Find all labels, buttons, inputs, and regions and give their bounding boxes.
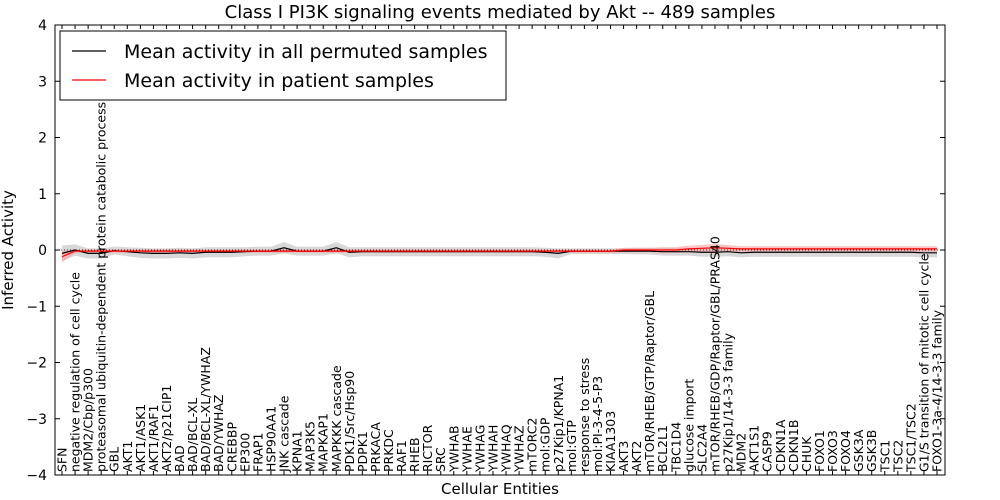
x-category-label: CDKN1B [786, 420, 801, 472]
y-tick-label: −3 [26, 412, 47, 428]
x-category-label: p27Kip1/14-3-3 family [721, 332, 736, 472]
x-category-label: CDKN1A [773, 419, 788, 472]
legend: Mean activity in all permuted samples Mea… [59, 30, 507, 101]
x-category-label: MAPKAP1 [316, 413, 331, 472]
x-category-label: PDK1/Src/Hsp90 [342, 371, 357, 472]
x-category-label: TSC1 [877, 440, 892, 473]
x-category-label: mol:PI-3-4-5-P3 [590, 376, 605, 472]
y-tick-label: 4 [38, 18, 47, 34]
y-tick-label: 3 [38, 74, 47, 90]
x-category-label: FOXO1 [812, 430, 827, 472]
x-category-label: YWHAH [485, 425, 500, 473]
x-category-label: GBL [107, 447, 122, 472]
x-category-label: AKT1 [120, 441, 135, 472]
x-category-label: RICTOR [420, 424, 435, 472]
x-category-label: YWHAZ [512, 425, 527, 473]
x-category-label: KIAA1303 [603, 411, 618, 472]
x-category-label: MDM2/Cbp/p300 [81, 368, 96, 472]
x-category-label: negative regulation of cell cycle [68, 272, 83, 472]
chart-title: Class I PI3K signaling events mediated b… [225, 2, 776, 23]
x-category-label: response to stress [577, 358, 592, 472]
x-category-label: MDM2 [734, 433, 749, 472]
x-category-label: PRKDC [381, 429, 396, 472]
y-axis: 4 3 2 1 0 −1 −2 −3 −4 [26, 18, 945, 484]
x-category-label: mTOR/RHEB/GTP/Raptor/GBL [642, 291, 657, 472]
x-category-label: mol:GDP [538, 417, 553, 472]
y-axis-label: Inferred Activity [0, 190, 17, 310]
plot-area [55, 242, 945, 263]
x-category-label: CHUK [799, 436, 814, 472]
x-category-label: glucose import [681, 379, 696, 472]
legend-label-permuted: Mean activity in all permuted samples [124, 41, 487, 63]
x-category-label: G1/S transition of mitotic cell cycle [916, 253, 931, 472]
x-category-label: FRAP1 [250, 433, 265, 472]
x-category-label: p27Kip1/KPNA1 [551, 375, 566, 472]
y-tick-label: −1 [26, 299, 47, 315]
x-category-label: SFN [55, 448, 70, 472]
x-category-label: KPNA1 [290, 430, 305, 472]
y-tick-label: 2 [38, 131, 47, 147]
legend-label-patient: Mean activity in patient samples [124, 70, 434, 92]
x-category-label: AKT1/RAF1 [146, 405, 161, 472]
x-category-label: proteasomal ubiquitin-dependent protein … [94, 102, 109, 472]
legend-box [59, 30, 507, 101]
x-category-label: PDPK1 [355, 431, 370, 472]
x-category-label: TSC1/TSC2 [903, 403, 918, 473]
x-category-label: YWHAB [446, 425, 461, 473]
x-category-label: AKT2 [629, 441, 644, 472]
x-category-label: YWHAG [472, 425, 487, 473]
x-axis-label: Cellular Entities [441, 480, 559, 498]
x-category-label: MAP3K5 [303, 421, 318, 472]
x-category-label: EP300 [237, 433, 252, 472]
y-tick-label: −2 [26, 356, 47, 372]
x-category-label: BAD [172, 445, 187, 472]
x-category-label: BAD/YWHAZ [211, 395, 226, 472]
x-category-label: HSP90AA1 [263, 406, 278, 472]
x-category-label: TBC1D4 [668, 422, 683, 473]
x-category-label: JNK cascade [277, 395, 292, 473]
x-category-label: YWHAE [459, 426, 474, 473]
x-category-label: BAD/BCL-XL [185, 398, 200, 472]
series-line-patient [61, 247, 937, 258]
x-category-label: BAD/BCL-XL/YWHAZ [198, 347, 213, 472]
x-category-label: AKT1S1 [747, 425, 762, 472]
x-category-label: mTORC2 [525, 418, 540, 472]
x-category-label: mol:GTP [564, 420, 579, 472]
x-category-label: YWHAQ [499, 424, 514, 473]
x-category-label: GSK3B [864, 430, 879, 472]
x-category-label: CASP9 [760, 431, 775, 472]
x-category-label: PRKACA [368, 422, 383, 472]
x-category-label: AKT3 [616, 441, 631, 472]
x-category-label: mTOR/RHEB/GDP/Raptor/GBL/PRAS40 [707, 236, 722, 472]
x-category-label: SLC2A4 [694, 424, 709, 472]
y-tick-label: 0 [38, 243, 47, 259]
x-category-label: RAF1 [394, 440, 409, 472]
x-category-label: BCL2L1 [655, 425, 670, 472]
x-category-label: AKT1/ASK1 [133, 404, 148, 472]
x-category-label: MAPKKK cascade [329, 365, 344, 472]
x-category-label: AKT2/p21CIP1 [159, 385, 174, 472]
x-category-label: FOXO1-3a-4/14-3-3 family [930, 309, 945, 472]
x-category-label: RHEB [407, 437, 422, 472]
x-category-label: CREBBP [224, 422, 239, 472]
x-category-label: SRC [433, 447, 448, 472]
x-category-label: TSC2 [890, 440, 905, 473]
x-category-label: FOXO4 [838, 430, 853, 472]
y-tick-label: −4 [26, 468, 47, 484]
y-tick-label: 1 [38, 187, 47, 203]
x-category-label: FOXO3 [825, 430, 840, 472]
x-category-label: GSK3A [851, 429, 866, 472]
